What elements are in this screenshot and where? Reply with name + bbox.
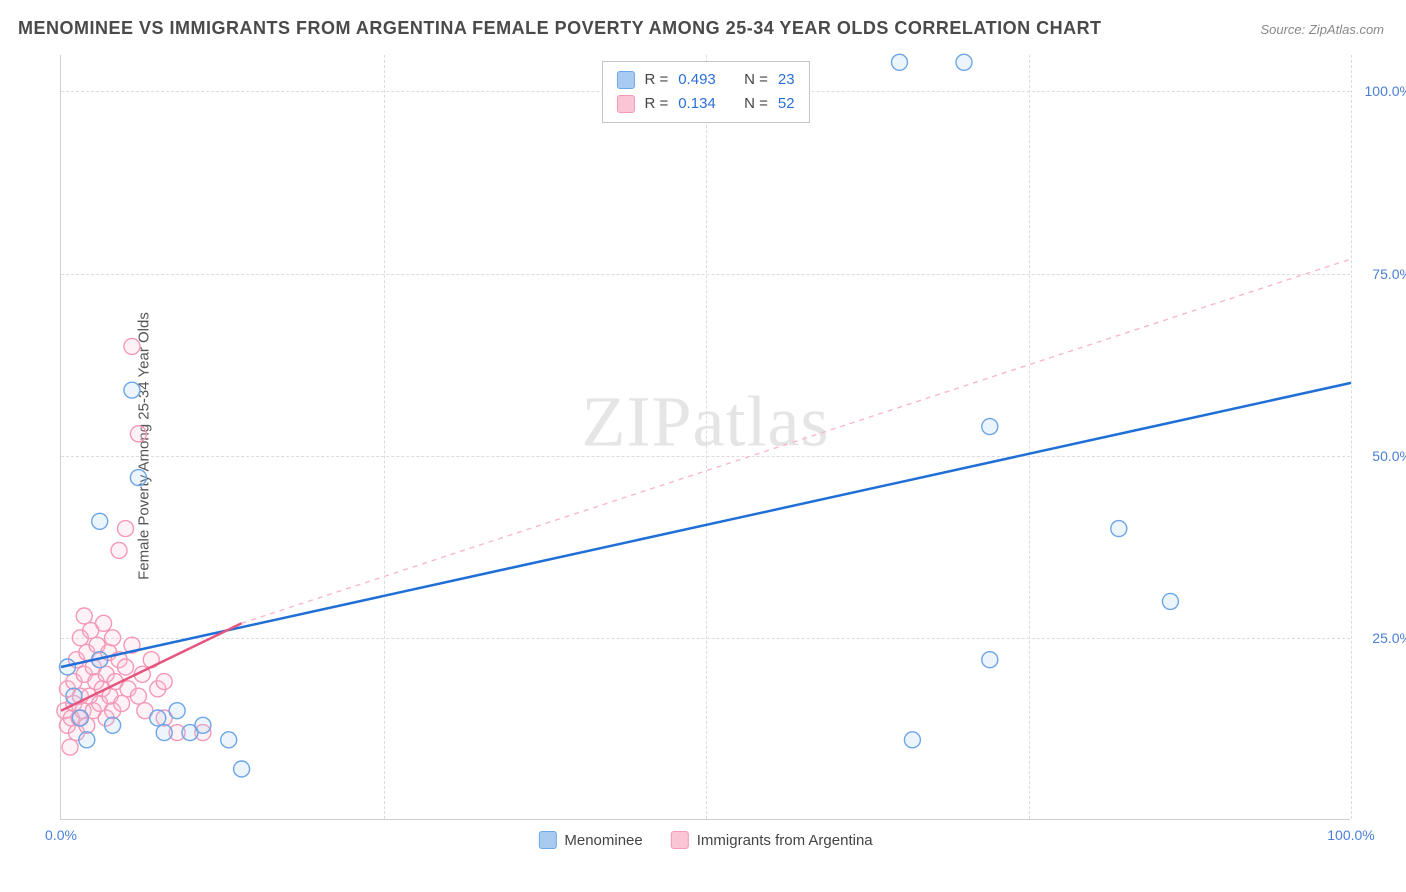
- x-tick-label: 100.0%: [1327, 827, 1374, 843]
- swatch-blue: [616, 71, 634, 89]
- scatter-point: [982, 419, 998, 435]
- scatter-point: [130, 688, 146, 704]
- r-value-blue: 0.493: [678, 68, 716, 92]
- scatter-point: [105, 717, 121, 733]
- scatter-point: [118, 521, 134, 537]
- scatter-point: [92, 513, 108, 529]
- scatter-point: [130, 470, 146, 486]
- scatter-point: [96, 615, 112, 631]
- stats-legend-box: R = 0.493 N = 23 R = 0.134 N = 52: [601, 61, 809, 123]
- plot-svg: [61, 55, 1350, 819]
- scatter-point: [956, 54, 972, 70]
- scatter-point: [76, 608, 92, 624]
- y-tick-label: 25.0%: [1357, 630, 1406, 646]
- legend-label-pink: Immigrants from Argentina: [697, 832, 873, 849]
- chart-title: MENOMINEE VS IMMIGRANTS FROM ARGENTINA F…: [18, 18, 1102, 39]
- n-value-blue: 23: [778, 68, 795, 92]
- stats-row-pink: R = 0.134 N = 52: [616, 92, 794, 116]
- scatter-point: [150, 710, 166, 726]
- x-tick-label: 0.0%: [45, 827, 77, 843]
- scatter-point: [1111, 521, 1127, 537]
- plot-area: ZIPatlas 25.0%50.0%75.0%100.0%0.0%100.0%…: [60, 55, 1350, 820]
- legend-bottom: Menominee Immigrants from Argentina: [538, 831, 872, 849]
- scatter-point: [111, 542, 127, 558]
- scatter-point: [130, 426, 146, 442]
- swatch-pink-bottom: [671, 831, 689, 849]
- n-label: N =: [744, 68, 768, 92]
- scatter-point: [892, 54, 908, 70]
- legend-label-blue: Menominee: [564, 832, 642, 849]
- n-value-pink: 52: [778, 92, 795, 116]
- y-tick-label: 100.0%: [1357, 83, 1406, 99]
- scatter-point: [118, 659, 134, 675]
- swatch-blue-bottom: [538, 831, 556, 849]
- swatch-pink: [616, 95, 634, 113]
- source-label: Source: ZipAtlas.com: [1260, 22, 1384, 37]
- scatter-point: [124, 382, 140, 398]
- r-label: R =: [644, 92, 668, 116]
- scatter-point: [79, 732, 95, 748]
- scatter-point: [169, 703, 185, 719]
- n-label: N =: [744, 92, 768, 116]
- legend-item-blue: Menominee: [538, 831, 642, 849]
- stats-row-blue: R = 0.493 N = 23: [616, 68, 794, 92]
- scatter-point: [114, 695, 130, 711]
- scatter-point: [234, 761, 250, 777]
- legend-item-pink: Immigrants from Argentina: [671, 831, 873, 849]
- y-tick-label: 50.0%: [1357, 448, 1406, 464]
- scatter-point: [221, 732, 237, 748]
- r-label: R =: [644, 68, 668, 92]
- scatter-point: [1162, 593, 1178, 609]
- scatter-point: [105, 630, 121, 646]
- y-tick-label: 75.0%: [1357, 266, 1406, 282]
- scatter-point: [156, 674, 172, 690]
- scatter-point: [124, 338, 140, 354]
- scatter-point: [156, 725, 172, 741]
- scatter-point: [62, 739, 78, 755]
- r-value-pink: 0.134: [678, 92, 716, 116]
- scatter-point: [982, 652, 998, 668]
- scatter-point: [195, 717, 211, 733]
- scatter-point: [904, 732, 920, 748]
- scatter-point: [72, 710, 88, 726]
